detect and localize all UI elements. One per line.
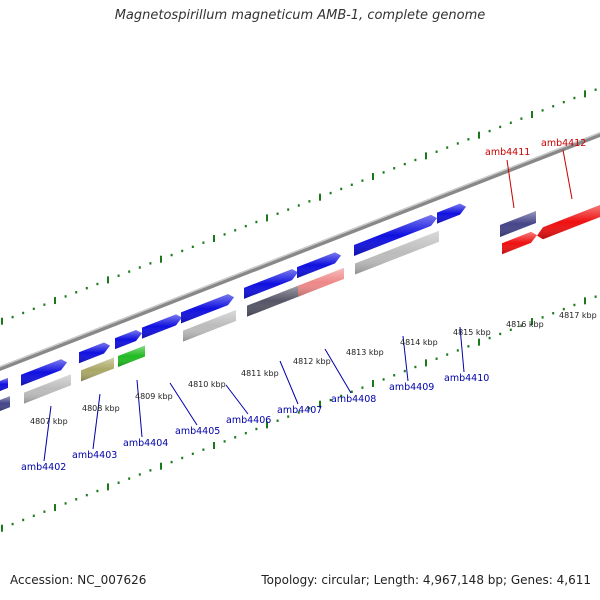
scale-label: 4811 kbp [241,369,279,378]
scale-label: 4808 kbp [82,404,120,413]
gene-block-shading [0,396,10,411]
gene-label-connector [402,335,409,382]
gene-label-amb4404: amb4404 [123,438,168,449]
scale-label: 4807 kbp [30,417,68,426]
backbone-layer [0,132,600,371]
gene-block-shading [502,231,537,255]
connector-layer [43,149,573,462]
scale-label: 4816 kbp [506,320,544,329]
gene-label-connector [562,149,573,200]
tick-layer [1,88,597,532]
gene-label-connector [459,326,465,373]
gene-block-shading [183,309,236,342]
gene-label-connector [279,360,299,405]
genome-summary: Topology: circular; Length: 4,967,148 bp… [261,573,591,587]
scale-label: 4812 kbp [293,357,331,366]
gene-block-shading [24,374,71,404]
gene-block-shading [115,329,142,350]
gene-block-shading [81,357,114,382]
scale-label: 4817 kbp [559,311,597,320]
gene-block-shading [500,210,536,237]
gene-layer [0,203,600,411]
scale-label: 4810 kbp [188,380,226,389]
label-layer: 4807 kbp 4808 kbp 4809 kbp 4810 kbp 4811 kbp… [21,138,597,473]
gene-label-connector [324,348,352,394]
gene-block-shading [437,203,466,224]
backbone-highlight [0,132,600,368]
gene-label-amb4402: amb4402 [21,462,66,473]
gene-block-shading [537,205,600,240]
gene-label-amb4406: amb4406 [226,415,271,426]
gene-label-connector [43,405,52,462]
scale-label: 4809 kbp [135,392,173,401]
gene-label-amb4411: amb4411 [485,147,530,158]
gene-label-amb4409: amb4409 [389,382,434,393]
gene-block-shading [21,359,67,386]
scale-label: 4814 kbp [400,338,438,347]
map-title: Magnetospirillum magneticum AMB-1, compl… [114,8,486,23]
gene-label-amb4412: amb4412 [541,138,586,149]
gene-block-shading [297,252,341,279]
gene-block-shading [244,269,298,299]
gene-block-shading [142,314,182,339]
gene-block-shading [181,294,234,324]
gene-label-amb4403: amb4403 [72,450,117,461]
gene-label-amb4407: amb4407 [277,405,322,416]
gene-block-shading [0,377,8,391]
gene-label-connector [225,384,249,415]
gene-label-connector [169,382,198,426]
gene-label-connector [136,379,143,438]
gene-label-amb4405: amb4405 [175,426,220,437]
gene-block-shading [79,342,110,364]
gene-block-shading [355,230,439,275]
gene-block-shading [354,214,437,256]
gene-block-shading [247,285,300,317]
scale-label: 4813 kbp [346,348,384,357]
accession-label: Accession: NC_007626 [10,573,147,587]
gene-label-amb4408: amb4408 [331,394,376,405]
gene-label-amb4410: amb4410 [444,373,489,384]
gene-label-connector [506,159,515,209]
gene-block-shading [298,267,344,297]
gene-block-shading [118,345,145,367]
gene-label-connector [92,393,101,450]
scale-label: 4815 kbp [453,328,491,337]
